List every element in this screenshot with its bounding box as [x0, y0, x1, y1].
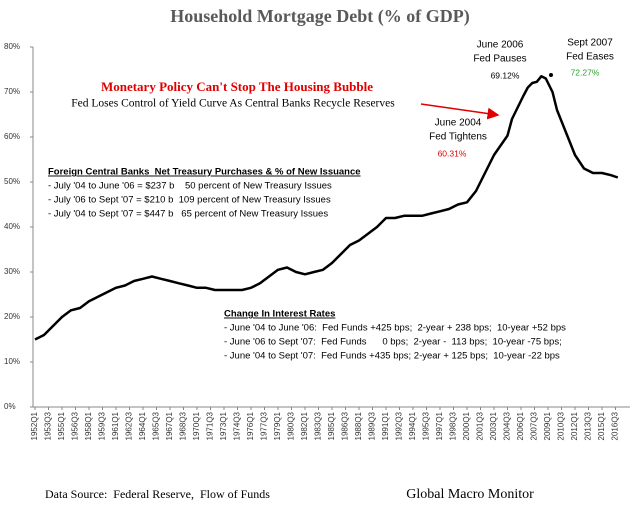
annotation: June 2004: [435, 118, 482, 129]
x-tick-label: 1997Q1: [435, 411, 444, 440]
y-tick-label: 10%: [4, 357, 20, 366]
x-tick-label: 1985Q1: [327, 411, 336, 440]
x-tick-label: 2004Q3: [503, 411, 512, 440]
x-tick-label: 1967Q1: [165, 411, 174, 440]
x-tick-label: 2015Q1: [597, 411, 606, 440]
x-tick-label: 2009Q1: [543, 411, 552, 440]
annotation: 60.31%: [438, 148, 467, 158]
note-line: - July '06 to Sept '07 = $210 b 109 perc…: [48, 195, 331, 206]
x-tick-label: 2007Q3: [530, 411, 539, 440]
x-tick-label: 1970Q1: [192, 411, 201, 440]
annotation: Sept 2007: [567, 38, 613, 49]
x-tick-label: 2006Q1: [516, 411, 525, 440]
y-tick-label: 40%: [4, 222, 20, 231]
x-tick-label: 1991Q1: [381, 411, 390, 440]
x-tick-label: 1995Q3: [422, 411, 431, 440]
annotation: 69.12%: [491, 70, 520, 80]
x-tick-label: 1994Q1: [408, 411, 417, 440]
x-tick-label: 1971Q3: [206, 411, 215, 440]
y-tick-label: 70%: [4, 87, 20, 96]
note-line: - July '04 to June '06 = $237 b 50 perce…: [48, 181, 332, 192]
annotation: Fed Pauses: [473, 54, 526, 65]
credit: Global Macro Monitor: [406, 487, 534, 502]
x-tick-label: 1983Q3: [314, 411, 323, 440]
annotation: Fed Loses Control of Yield Curve As Cent…: [71, 98, 395, 110]
annotation-marker: [549, 73, 553, 77]
x-tick-label: 2016Q3: [611, 411, 620, 440]
x-tick-label: 1958Q1: [84, 411, 93, 440]
note-line: - June '06 to Sept '07: Fed Funds 0 bps;…: [224, 337, 562, 348]
x-tick-label: 1956Q3: [71, 411, 80, 440]
y-tick-label: 50%: [4, 177, 20, 186]
x-tick-label: 1962Q3: [125, 411, 134, 440]
x-tick-label: 1988Q1: [354, 411, 363, 440]
x-tick-label: 1986Q3: [341, 411, 350, 440]
note-heading: Foreign Central Banks Net Treasury Purch…: [48, 167, 361, 178]
x-tick-label: 2013Q3: [584, 411, 593, 440]
x-tick-label: 1961Q1: [111, 411, 120, 440]
x-tick-label: 1953Q3: [44, 411, 53, 440]
x-tick-label: 1964Q1: [138, 411, 147, 440]
x-tick-label: 1968Q3: [179, 411, 188, 440]
x-tick-label: 1977Q3: [260, 411, 269, 440]
x-tick-label: 1959Q3: [98, 411, 107, 440]
annotation: Monetary Policy Can't Stop The Housing B…: [101, 79, 373, 94]
x-tick-label: 1998Q3: [449, 411, 458, 440]
x-tick-label: 1980Q3: [287, 411, 296, 440]
annotation: Fed Eases: [566, 52, 614, 63]
x-tick-label: 1989Q3: [368, 411, 377, 440]
y-tick-label: 0%: [4, 402, 16, 411]
x-tick-label: 2012Q1: [570, 411, 579, 440]
source: Data Source: Federal Reserve, Flow of Fu…: [45, 487, 270, 501]
y-tick-label: 20%: [4, 312, 20, 321]
x-tick-label: 1955Q1: [57, 411, 66, 440]
y-tick-label: 60%: [4, 132, 20, 141]
chart-title: Household Mortgage Debt (% of GDP): [170, 6, 469, 27]
x-tick-label: 1952Q1: [30, 411, 39, 440]
annotation: 72.27%: [571, 67, 600, 77]
arrow: [420, 103, 500, 120]
x-tick-label: 1973Q1: [219, 411, 228, 440]
annotation: Fed Tightens: [429, 132, 487, 143]
x-tick-label: 1976Q1: [246, 411, 255, 440]
x-tick-label: 1979Q1: [273, 411, 282, 440]
x-tick-label: 1982Q1: [300, 411, 309, 440]
x-tick-label: 2001Q3: [476, 411, 485, 440]
x-tick-label: 1974Q3: [233, 411, 242, 440]
y-tick-label: 30%: [4, 267, 20, 276]
x-tick-label: 1992Q3: [395, 411, 404, 440]
annotation: June 2006: [477, 40, 524, 51]
note-line: - June '04 to Sept '07: Fed Funds +435 b…: [224, 351, 560, 362]
line: [34, 75, 619, 341]
note-line: - June '04 to June '06: Fed Funds +425 b…: [224, 323, 566, 334]
x-tick-label: 2003Q1: [489, 411, 498, 440]
x-tick-label: 2000Q1: [462, 411, 471, 440]
y-tick-label: 80%: [4, 42, 20, 51]
x-tick-label: 2010Q3: [557, 411, 566, 440]
x-tick-label: 1965Q3: [152, 411, 161, 440]
note-line: - July '04 to Sept '07 = $447 b 65 perce…: [48, 209, 328, 220]
note-heading: Change In Interest Rates: [224, 309, 335, 320]
